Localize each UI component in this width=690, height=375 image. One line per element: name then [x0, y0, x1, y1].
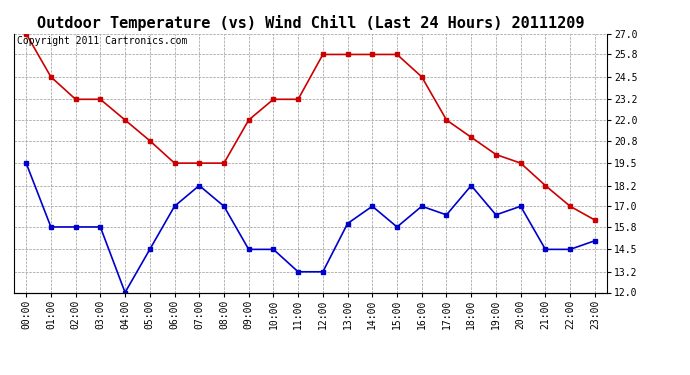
Title: Outdoor Temperature (vs) Wind Chill (Last 24 Hours) 20111209: Outdoor Temperature (vs) Wind Chill (Las…	[37, 15, 584, 31]
Text: Copyright 2011 Cartronics.com: Copyright 2011 Cartronics.com	[17, 36, 187, 46]
